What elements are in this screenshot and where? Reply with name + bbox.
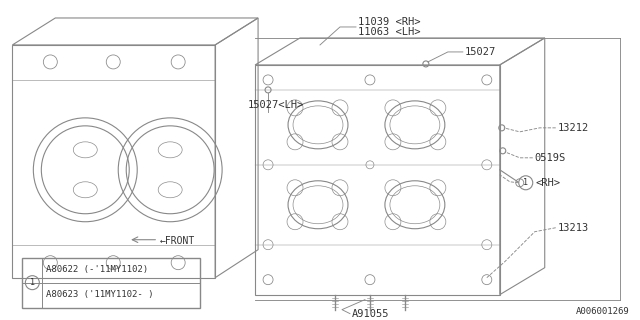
Text: A80623 ('11MY1102- ): A80623 ('11MY1102- ) [46,290,154,299]
Text: 11063 <LH>: 11063 <LH> [358,27,420,37]
Text: ←FRONT: ←FRONT [160,236,195,246]
Text: 0519S: 0519S [535,153,566,163]
Text: 11039 <RH>: 11039 <RH> [358,17,420,27]
Text: 15027<LH>: 15027<LH> [248,100,305,110]
Text: A80622 (-'11MY1102): A80622 (-'11MY1102) [46,265,148,274]
Text: 15027: 15027 [465,47,496,57]
Text: 13213: 13213 [557,223,589,233]
Text: 1: 1 [30,278,35,287]
Text: 13212: 13212 [557,123,589,133]
Text: A006001269: A006001269 [576,307,630,316]
Text: 1: 1 [524,178,528,187]
Text: <RH>: <RH> [536,178,561,188]
Text: A91055: A91055 [352,308,390,319]
